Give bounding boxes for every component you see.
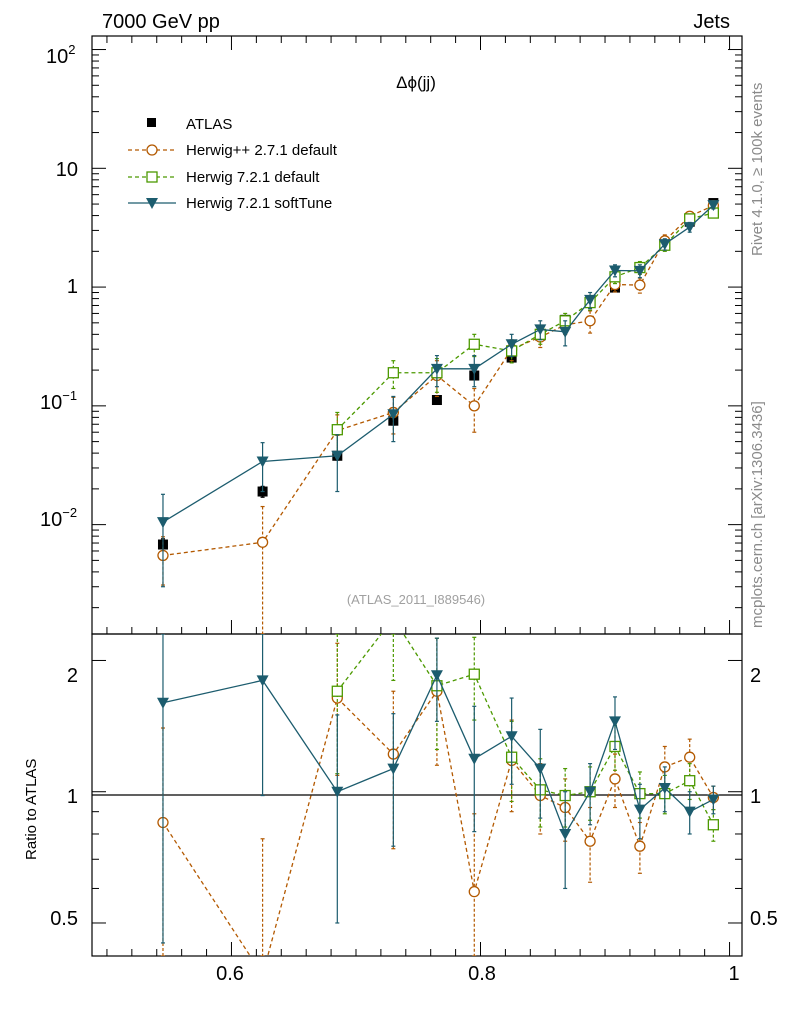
ratio-ytick-label-1-left: 1 — [67, 786, 78, 808]
main-line-herwig-7-2-1-softtune — [162, 204, 714, 523]
main-point-herwig-7-2-1-softtune — [505, 339, 518, 351]
ratio-point-herwig-7-2-1-softtune — [534, 763, 547, 775]
ytick-label-0p01: 10−2 — [40, 505, 77, 531]
xtick-label-1: 1 — [728, 963, 739, 985]
main-axis-ticks — [92, 36, 742, 634]
main-point-herwig-7-2-1-softtune — [683, 222, 696, 234]
ratio-point-herwig-7-2-1-default — [684, 775, 696, 787]
ratio-point-herwig-7-2-1-softtune — [256, 675, 269, 687]
main-point-herwigpp-2-7-1-default — [468, 400, 480, 412]
legend-marker-atlas — [147, 118, 156, 127]
legend-label-herwigpp: Herwig++ 2.7.1 default — [186, 142, 338, 159]
ytick-exp-0p01: −2 — [62, 505, 77, 520]
ratio-ytick-label-2-right: 2 — [750, 665, 761, 687]
main-point-herwig-7-2-1-softtune — [584, 294, 597, 306]
xtick-label-0p6: 0.6 — [216, 963, 244, 985]
ratio-line-herwigpp-2-7-1-default — [162, 689, 714, 956]
ratio-point-herwig-7-2-1-softtune — [658, 782, 671, 794]
ratio-point-herwig-7-2-1-softtune — [584, 786, 597, 798]
side-text-mcplots: mcplots.cern.ch [arXiv:1306.3436] — [749, 401, 766, 628]
ratio-point-herwig-7-2-1-softtune — [387, 763, 400, 775]
ytick-label-100: 102 — [46, 42, 75, 68]
main-point-herwigpp-2-7-1-default — [256, 536, 269, 548]
ratio-point-herwigpp-2-7-1-default — [684, 751, 696, 763]
ratio-point-herwig-7-2-1-softtune — [331, 786, 344, 798]
plot-title: Δϕ(jj) — [396, 73, 436, 92]
main-point-herwig-7-2-1-softtune — [468, 363, 481, 375]
ratio-point-herwig-7-2-1-softtune — [608, 716, 621, 728]
legend-label-herwig-default: Herwig 7.2.1 default — [186, 169, 320, 186]
main-point-herwig-7-2-1-softtune — [387, 409, 400, 421]
ratio-point-herwig-7-2-1-softtune — [707, 794, 720, 806]
legend-marker-herwig-default — [146, 171, 158, 183]
main-point-herwig-7-2-1-default — [331, 424, 343, 436]
ratio-point-herwig-7-2-1-softtune — [633, 804, 646, 816]
ratio-ytick-label-2-left: 2 — [67, 665, 78, 687]
main-point-herwig-7-2-1-softtune — [430, 363, 443, 375]
main-point-herwigpp-2-7-1-default — [584, 315, 596, 327]
legend-label-atlas: ATLAS — [186, 116, 232, 133]
ratio-point-herwigpp-2-7-1-default — [634, 840, 646, 852]
main-series-herwig-7-2-1-softtune — [156, 200, 720, 588]
ratio-point-herwigpp-2-7-1-default — [584, 835, 596, 847]
header-left: 7000 GeV pp — [102, 11, 220, 33]
ytick-label-1: 1 — [67, 276, 78, 298]
ratio-point-herwig-7-2-1-default — [331, 685, 343, 697]
ratio-point-herwigpp-2-7-1-default — [609, 773, 621, 785]
main-point-herwig-7-2-1-softtune — [559, 326, 572, 338]
ratio-axis-ticks — [92, 659, 742, 956]
main-point-herwigpp-2-7-1-default — [634, 279, 646, 291]
ratio-point-herwig-7-2-1-softtune — [559, 828, 572, 840]
main-point-herwig-7-2-1-softtune — [658, 239, 671, 251]
side-text-rivet: Rivet 4.1.0, ≥ 100k events — [749, 83, 766, 256]
legend: ATLAS Herwig++ 2.7.1 default Herwig 7.2.… — [128, 116, 338, 212]
xtick-label-0p8: 0.8 — [468, 963, 496, 985]
ratio-y-axis-label: Ratio to ATLAS — [23, 759, 40, 860]
legend-marker-herwig-soft — [146, 198, 158, 209]
ratio-point-herwig-7-2-1-default — [707, 819, 720, 831]
main-point-herwig-7-2-1-default — [468, 338, 480, 350]
ratio-point-herwig-7-2-1-softtune — [430, 670, 443, 682]
main-point-herwig-7-2-1-softtune — [156, 517, 169, 529]
ytick-exp-100: 2 — [68, 42, 75, 57]
ytick-exp-0p1: −1 — [62, 388, 77, 403]
ratio-series-herwig-7-2-1-default — [331, 634, 720, 842]
main-plot-data — [156, 198, 720, 634]
legend-label-herwig-soft: Herwig 7.2.1 softTune — [186, 195, 332, 212]
ytick-label-10: 10 — [56, 159, 78, 181]
main-point-herwig-7-2-1-softtune — [256, 456, 269, 468]
header-right: Jets — [693, 11, 730, 33]
ratio-point-herwig-7-2-1-softtune — [683, 806, 696, 818]
main-point-herwig-7-2-1-softtune — [608, 265, 621, 277]
ratio-point-herwig-7-2-1-softtune — [468, 753, 481, 765]
ratio-point-herwigpp-2-7-1-default — [468, 885, 480, 898]
main-point-herwig-7-2-1-softtune — [331, 450, 344, 462]
main-point-atlas — [431, 395, 442, 406]
analysis-watermark: (ATLAS_2011_I889546) — [347, 592, 485, 607]
ratio-series-herwig-7-2-1-softtune — [156, 634, 720, 944]
main-point-herwig-7-2-1-softtune — [707, 200, 720, 212]
ratio-point-herwig-7-2-1-softtune — [505, 731, 518, 743]
ratio-point-herwig-7-2-1-softtune — [156, 697, 169, 709]
ratio-point-herwig-7-2-1-default — [468, 668, 480, 680]
legend-marker-herwigpp — [146, 144, 158, 156]
main-point-herwig-7-2-1-default — [387, 367, 399, 379]
ratio-ytick-label-1-right: 1 — [750, 786, 761, 808]
ytick-label-0p1: 10−1 — [40, 388, 77, 414]
main-point-herwig-7-2-1-softtune — [633, 265, 646, 277]
main-point-herwig-7-2-1-softtune — [534, 324, 547, 336]
ratio-plot-data — [156, 634, 720, 956]
ratio-ytick-label-0p5-left: 0.5 — [50, 908, 78, 930]
ratio-ytick-label-0p5-right: 0.5 — [750, 908, 778, 930]
